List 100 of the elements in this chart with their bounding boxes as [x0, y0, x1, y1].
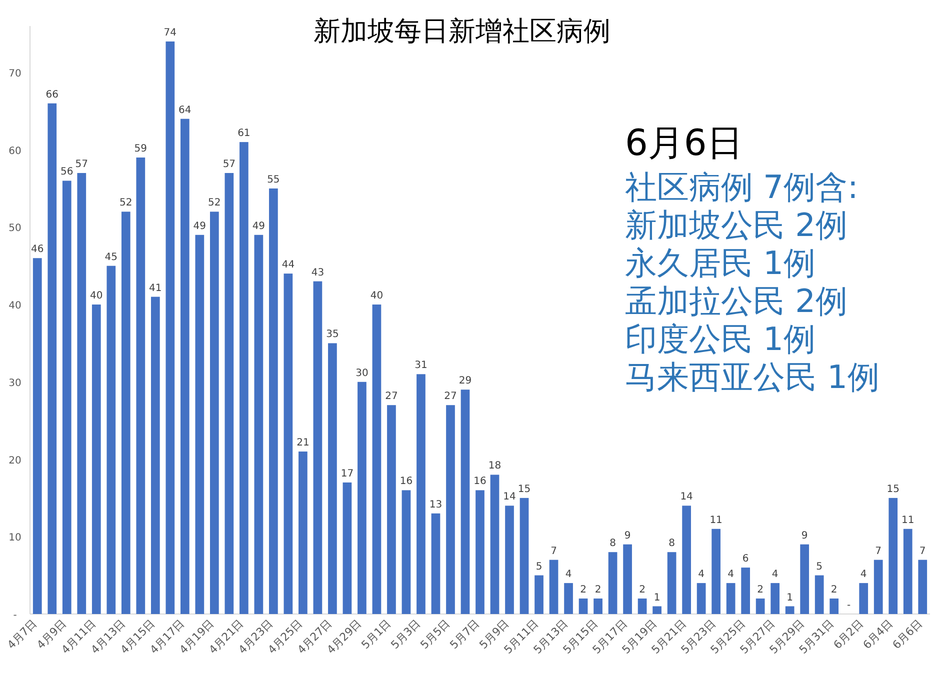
- data-label: 40: [370, 290, 384, 302]
- bar: [667, 552, 676, 614]
- data-label: 29: [458, 376, 472, 387]
- bar: [180, 118, 190, 614]
- bar: [358, 382, 366, 614]
- bar: [756, 598, 765, 614]
- data-label: 64: [178, 104, 192, 116]
- bar: [431, 513, 440, 614]
- bar: [402, 490, 411, 614]
- data-label: 11: [710, 514, 722, 526]
- bar: [741, 568, 750, 614]
- data-label: 41: [149, 282, 162, 294]
- bar: [682, 506, 691, 614]
- annotation: 新加坡公民 2例: [625, 206, 848, 244]
- bar: [254, 234, 264, 614]
- data-label: -: [847, 600, 852, 611]
- bar: [770, 583, 780, 614]
- data-label: 6: [742, 554, 749, 565]
- data-label: 15: [518, 484, 531, 495]
- data-label: 66: [46, 89, 58, 100]
- bar: [166, 41, 175, 614]
- data-label: 4: [860, 569, 867, 580]
- bar: [121, 212, 130, 614]
- bar: [328, 343, 337, 614]
- data-label: 7: [919, 546, 926, 557]
- bar: [387, 405, 396, 614]
- bar: [859, 583, 868, 614]
- annotation: 6月6日: [625, 123, 743, 164]
- data-label: 2: [580, 584, 586, 596]
- data-label: 2: [830, 584, 838, 596]
- bar: [372, 304, 382, 614]
- bar: [92, 304, 101, 614]
- bar: [284, 274, 293, 614]
- bar: [564, 583, 573, 614]
- bar: [608, 552, 618, 614]
- data-label: 1: [786, 592, 794, 604]
- annotation: 孟加拉公民 2例: [625, 282, 848, 320]
- data-label: 27: [444, 391, 457, 402]
- y-tick-label: 70: [8, 68, 22, 80]
- bar: [106, 266, 116, 614]
- data-label: 30: [356, 368, 368, 379]
- data-label: 27: [385, 391, 398, 402]
- bar: [298, 452, 308, 614]
- bar: [240, 142, 248, 614]
- data-label: 5: [816, 561, 823, 572]
- bar: [210, 212, 219, 614]
- y-tick-label: 20: [8, 455, 22, 466]
- bar: [342, 482, 352, 614]
- bar: [578, 598, 588, 614]
- bar: [918, 560, 928, 614]
- data-label: 16: [400, 476, 413, 488]
- data-label: 14: [680, 492, 693, 503]
- bar: [726, 583, 736, 614]
- data-label: 40: [90, 290, 103, 302]
- bar: [77, 173, 86, 614]
- bar: [534, 575, 544, 614]
- chart-title: 新加坡每日新增社区病例: [314, 16, 610, 47]
- data-label: 31: [414, 360, 428, 372]
- data-label: 46: [31, 244, 44, 256]
- data-label: 15: [886, 484, 900, 495]
- data-label: 16: [474, 476, 486, 488]
- data-label: 57: [222, 159, 236, 170]
- bar: [446, 405, 455, 614]
- data-label: 1: [654, 592, 660, 604]
- y-tick-label: 30: [8, 378, 22, 389]
- bar: [549, 560, 558, 614]
- bar: [830, 598, 839, 614]
- data-label: 55: [267, 174, 280, 186]
- bar: [520, 498, 529, 614]
- data-label: 61: [238, 128, 250, 140]
- y-tick-label: 50: [8, 223, 22, 234]
- bar: [62, 180, 72, 614]
- data-label: 18: [488, 460, 502, 472]
- data-label: 17: [340, 468, 354, 480]
- data-label: 2: [639, 584, 646, 596]
- data-label: 13: [429, 499, 442, 510]
- annotation: 马来西亚公民 1例: [625, 358, 880, 396]
- data-label: 8: [668, 538, 675, 550]
- bar: [696, 583, 706, 614]
- data-label: 4: [728, 569, 734, 580]
- y-tick-label: 60: [8, 146, 22, 157]
- bar: [888, 498, 898, 614]
- bar: [460, 390, 470, 614]
- data-label: 8: [610, 538, 616, 550]
- bar: [800, 544, 810, 614]
- bar: [652, 606, 662, 614]
- bar: [224, 173, 234, 614]
- y-tick-label: 10: [8, 532, 22, 544]
- bar: [269, 188, 278, 614]
- data-label: 57: [75, 159, 88, 170]
- bar: [136, 158, 146, 614]
- bar: [48, 103, 57, 614]
- data-label: 14: [503, 492, 516, 503]
- bar: [32, 258, 42, 614]
- bar: [150, 296, 160, 614]
- bar: [505, 506, 514, 614]
- data-label: 49: [193, 220, 206, 232]
- bar: [785, 606, 794, 614]
- bar: [814, 575, 824, 614]
- data-label: 5: [536, 561, 542, 572]
